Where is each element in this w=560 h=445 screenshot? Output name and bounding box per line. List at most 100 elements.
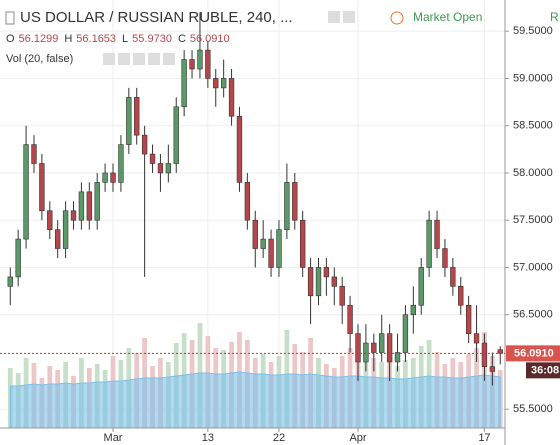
candle-body	[458, 286, 464, 306]
candle-body	[141, 134, 148, 155]
candle-body	[315, 267, 322, 297]
candle-body	[355, 333, 361, 363]
collapse-icon[interactable]	[5, 11, 15, 25]
candle-body	[7, 276, 13, 287]
candle-body	[31, 144, 37, 164]
countdown-tag	[526, 362, 560, 379]
candle-body	[339, 286, 345, 306]
vol-close-icon[interactable]	[163, 53, 175, 65]
candle-body	[15, 238, 21, 278]
candle-body	[134, 97, 140, 136]
candle-body	[94, 182, 100, 221]
candle-body	[189, 59, 195, 70]
candle-body	[149, 153, 156, 164]
ohlc-value: 56.1299	[19, 33, 59, 45]
candle-body	[418, 267, 424, 306]
header: US DOLLAR / RUSSIAN RUBLE, 240, ... Mark…	[5, 9, 559, 65]
ohlc-key: L	[122, 33, 128, 45]
candle-body	[450, 267, 456, 287]
candle-body	[173, 106, 179, 164]
candle-body	[276, 229, 282, 268]
candle-body	[292, 182, 298, 221]
candle-body	[379, 333, 385, 353]
candle-body	[236, 115, 243, 183]
candle-body	[307, 267, 314, 297]
x-tick-label: Mar	[104, 432, 123, 444]
candle-body	[126, 97, 132, 145]
candle-body	[70, 210, 77, 221]
last-price-tag	[506, 345, 560, 362]
candle-body	[260, 238, 266, 249]
x-tick-label: 22	[273, 432, 285, 444]
candle-body	[47, 210, 53, 230]
candle-body	[78, 191, 85, 221]
volume-label: Vol (20, false)	[6, 53, 73, 65]
last-price-label: 56.0910	[514, 347, 554, 359]
candle-body	[220, 78, 227, 89]
candle-body	[473, 333, 480, 344]
candle-body	[442, 248, 448, 268]
candle-body	[157, 163, 164, 174]
candle-body	[62, 210, 69, 249]
volume-pane	[7, 323, 503, 429]
candle-body	[268, 238, 274, 268]
vol-eye-icon[interactable]	[103, 53, 115, 65]
candle-body	[23, 144, 29, 240]
candle-body	[402, 314, 409, 353]
y-tick-label: 57.0000	[513, 261, 553, 273]
settings-icon[interactable]	[328, 11, 340, 23]
ohlc-key: C	[178, 33, 186, 45]
vol-more-icon[interactable]	[148, 53, 160, 65]
ohlc-key: O	[6, 33, 15, 45]
candle-body	[363, 342, 369, 363]
close-icon[interactable]	[343, 11, 355, 23]
axes: 55.5000 56.5000 57.0000 57.5000 58.0000 58.50…	[0, 25, 560, 444]
candle-body	[489, 366, 496, 372]
ohlc-key: H	[64, 33, 72, 45]
candle-body	[323, 267, 330, 278]
countdown-label: 36:08	[531, 364, 559, 376]
candle-body	[228, 78, 235, 117]
y-tick-label: 56.5000	[513, 309, 553, 321]
status-letter: R	[550, 10, 559, 24]
x-tick-label: Apr	[349, 432, 366, 444]
candle-body	[386, 333, 393, 363]
volume-ma-area	[9, 371, 501, 429]
ohlc-value: 56.1653	[76, 33, 116, 45]
y-tick-label: 59.0000	[513, 72, 553, 84]
candles	[7, 12, 503, 386]
ohlc-legend: O 56.1299 H 56.1653 L 55.9730 C 56.0910	[6, 33, 230, 45]
candle-body	[371, 342, 377, 353]
candle-body	[205, 49, 211, 79]
candle-body	[331, 276, 337, 287]
status-icon	[390, 11, 404, 25]
candle-body	[165, 163, 172, 174]
candle-body	[86, 191, 92, 221]
candle-body	[181, 59, 187, 108]
candle-body	[110, 172, 116, 183]
candle-body	[426, 219, 432, 268]
candle-body	[284, 182, 290, 230]
y-tick-label: 57.5000	[513, 214, 553, 226]
candle-body	[465, 304, 472, 334]
y-tick-label: 58.0000	[513, 167, 553, 179]
x-tick-label: 13	[202, 432, 214, 444]
candle-body	[213, 78, 219, 89]
y-tick-label: 58.5000	[513, 120, 553, 132]
y-tick-label: 59.5000	[513, 25, 553, 37]
candle-body	[394, 352, 401, 363]
candle-body	[481, 342, 488, 367]
x-tick-label: 17	[478, 432, 490, 444]
y-tick-label: 55.5000	[513, 403, 553, 415]
vol-settings-icon[interactable]	[118, 53, 130, 65]
candle-body	[410, 304, 416, 316]
candle-body	[434, 219, 440, 249]
candle-body	[252, 219, 258, 249]
vol-add-icon[interactable]	[133, 53, 145, 65]
market-status: Market Open	[413, 10, 482, 24]
candle-body	[39, 163, 45, 212]
candle-body	[118, 144, 124, 183]
candle-body	[300, 219, 306, 268]
chart-title: US DOLLAR / RUSSIAN RUBLE, 240, ...	[20, 9, 293, 26]
